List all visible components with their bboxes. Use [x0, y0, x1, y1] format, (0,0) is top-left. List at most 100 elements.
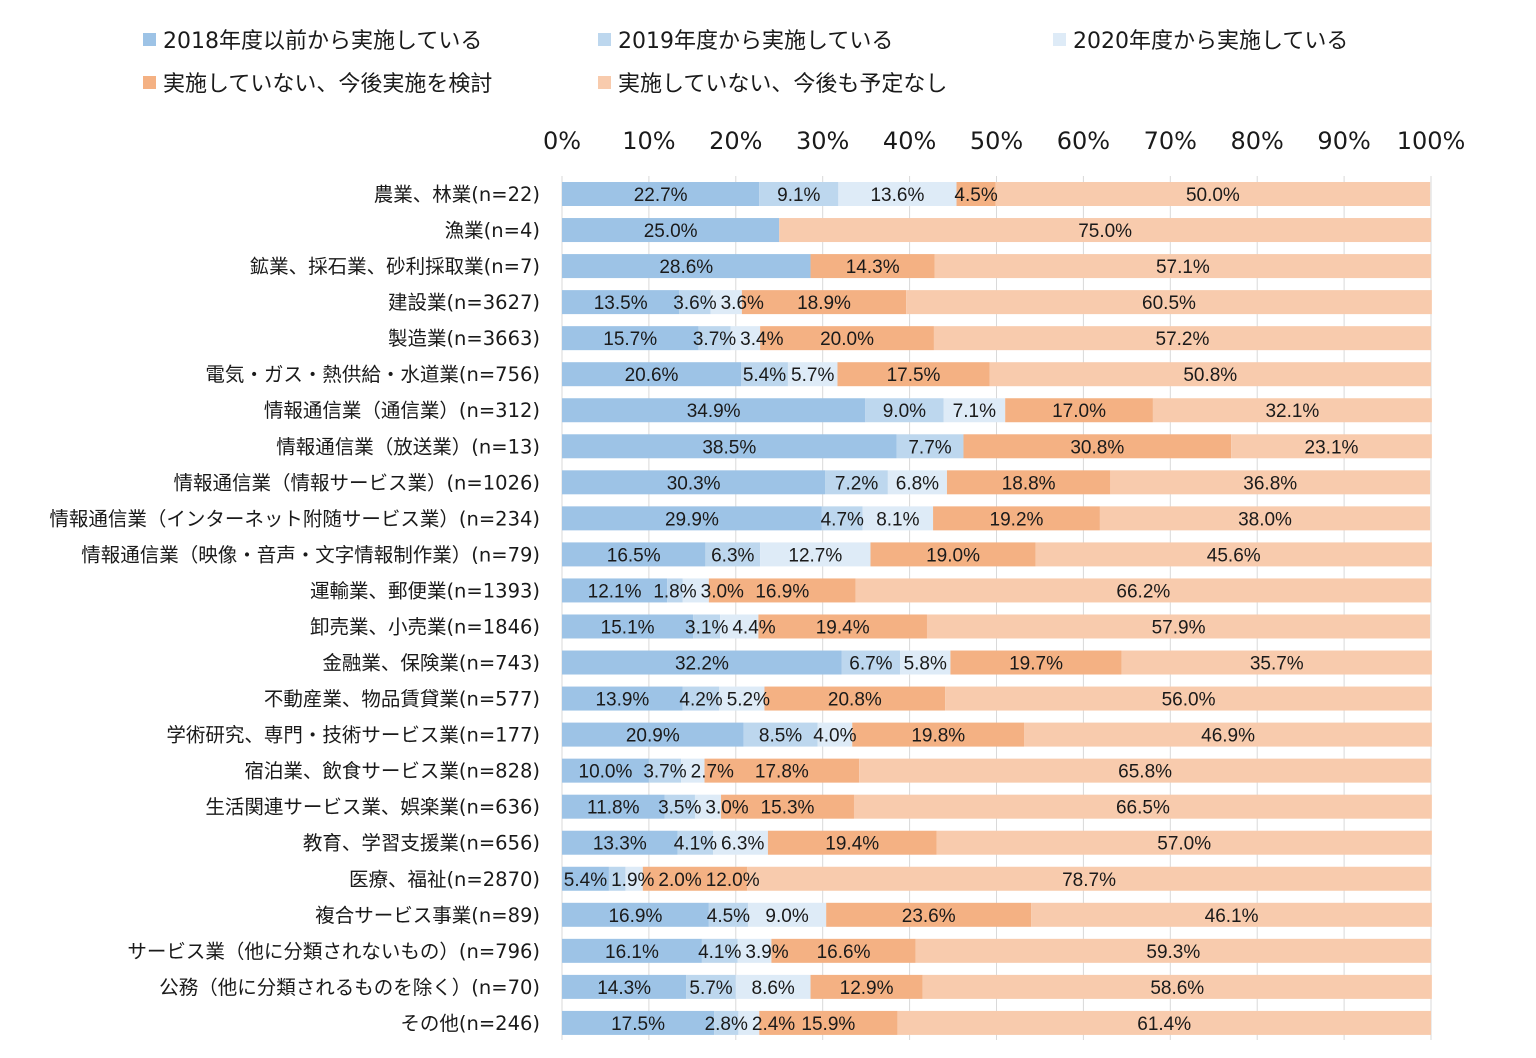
data-label: 9.0%	[765, 906, 808, 927]
data-label: 19.8%	[911, 726, 965, 747]
bar-segment	[737, 938, 772, 963]
data-label: 3.4%	[740, 329, 783, 350]
data-label: 32.2%	[675, 654, 729, 675]
bar-segment	[648, 758, 682, 783]
category-label: 医療、福祉(n=2870)	[349, 868, 540, 891]
bar-segment	[679, 290, 711, 315]
data-label: 18.8%	[1002, 473, 1056, 494]
bar-segment	[906, 290, 1432, 315]
category-label: 金融業、保険業(n=743)	[322, 652, 540, 675]
data-label: 3.1%	[685, 617, 728, 638]
bar-segment	[837, 362, 990, 387]
data-label: 4.5%	[954, 185, 997, 206]
data-label: 4.2%	[679, 690, 722, 711]
bar-segment	[562, 866, 609, 891]
data-label: 1.9%	[611, 870, 654, 891]
data-label: 8.5%	[759, 726, 802, 747]
data-label: 35.7%	[1250, 654, 1304, 675]
data-label: 7.2%	[835, 473, 878, 494]
bar-segment	[562, 938, 702, 963]
data-label: 9.0%	[883, 401, 926, 422]
category-label: 不動産業、物品賃貸業(n=577)	[264, 688, 540, 711]
bar-segment	[887, 470, 947, 495]
data-label: 4.0%	[813, 726, 856, 747]
bar-segment	[956, 182, 996, 206]
data-label: 58.6%	[1150, 978, 1204, 999]
data-label: 2.0%	[658, 870, 701, 891]
data-label: 11.8%	[587, 798, 640, 819]
data-label: 13.3%	[593, 834, 647, 855]
bar-segment	[701, 938, 738, 963]
data-labels: 22.7% 9.1% 13.6% 4.5% 50.0% 25.0% 75.0% 28.6% 14…	[564, 185, 1359, 1035]
x-tick-label: 70%	[1144, 127, 1197, 155]
data-label: 15.1%	[601, 617, 655, 638]
data-label: 12.0%	[706, 870, 760, 891]
data-label: 46.1%	[1205, 906, 1259, 927]
bar-segment	[562, 974, 687, 999]
bar-segment	[859, 758, 1431, 783]
data-label: 5.7%	[791, 365, 834, 386]
data-label: 28.6%	[659, 257, 713, 278]
category-label: 情報通信業（インターネット附随サービス業）(n=234)	[49, 507, 540, 530]
data-label: 57.9%	[1152, 617, 1206, 638]
data-label: 3.7%	[693, 329, 736, 350]
data-label: 60.5%	[1142, 293, 1196, 314]
data-label: 1.8%	[653, 581, 696, 602]
category-label: 製造業(n=3663)	[388, 327, 540, 350]
bar-segment	[759, 182, 839, 206]
bar-segment	[719, 686, 765, 711]
bar-segment	[698, 326, 731, 351]
data-label: 13.9%	[595, 690, 649, 711]
data-label: 30.3%	[667, 473, 721, 494]
bar-segment	[950, 650, 1122, 675]
data-label: 4.4%	[732, 617, 775, 638]
data-label: 66.5%	[1116, 798, 1170, 819]
bar-segment	[853, 794, 1432, 819]
bar-segment	[608, 866, 626, 891]
bar-segment	[771, 938, 916, 963]
data-label: 20.9%	[626, 726, 680, 747]
data-label: 65.8%	[1118, 762, 1172, 783]
bar-segment	[708, 902, 748, 927]
category-label: 建設業(n=3627)	[388, 291, 540, 314]
data-label: 25.0%	[644, 221, 698, 242]
bar-segment	[1231, 434, 1432, 459]
data-label: 23.6%	[902, 906, 956, 927]
bar-segment	[821, 506, 863, 531]
data-label: 10.0%	[579, 762, 633, 783]
bar-segment	[562, 182, 760, 206]
data-label: 57.1%	[1156, 257, 1210, 278]
data-label: 78.7%	[1062, 870, 1116, 891]
bar-segment	[681, 758, 705, 783]
data-label: 2.7%	[691, 762, 734, 783]
data-label: 29.9%	[665, 509, 719, 530]
data-label: 14.3%	[846, 257, 900, 278]
data-label: 75.0%	[1078, 221, 1132, 242]
bar-segment	[642, 866, 748, 891]
bar-segment	[1005, 398, 1153, 423]
x-tick-label: 30%	[796, 127, 849, 155]
bar-segment	[562, 1010, 715, 1035]
bar-segment	[933, 326, 1431, 351]
bar-segment	[900, 650, 951, 675]
data-label: 19.2%	[990, 509, 1044, 530]
data-label: 3.6%	[721, 293, 764, 314]
bar-segment	[562, 254, 811, 279]
category-label: 電気・ガス・熱供給・水道業(n=756)	[205, 363, 540, 386]
bar-segment	[713, 830, 768, 855]
data-label: 15.3%	[761, 798, 815, 819]
data-label: 8.6%	[752, 978, 795, 999]
bar-segment	[682, 686, 720, 711]
bar-segment	[922, 974, 1432, 999]
bar-segment	[852, 722, 1025, 747]
bar-segment	[810, 254, 935, 279]
x-tick-label: 0%	[543, 127, 581, 155]
bar-segment	[841, 650, 901, 675]
data-label: 3.7%	[643, 762, 686, 783]
data-label: 16.6%	[817, 942, 871, 963]
data-label: 16.1%	[605, 942, 659, 963]
bar-segment	[963, 434, 1232, 459]
data-label: 3.6%	[673, 293, 716, 314]
bar-segment	[562, 218, 780, 243]
bar-segment	[730, 326, 761, 351]
